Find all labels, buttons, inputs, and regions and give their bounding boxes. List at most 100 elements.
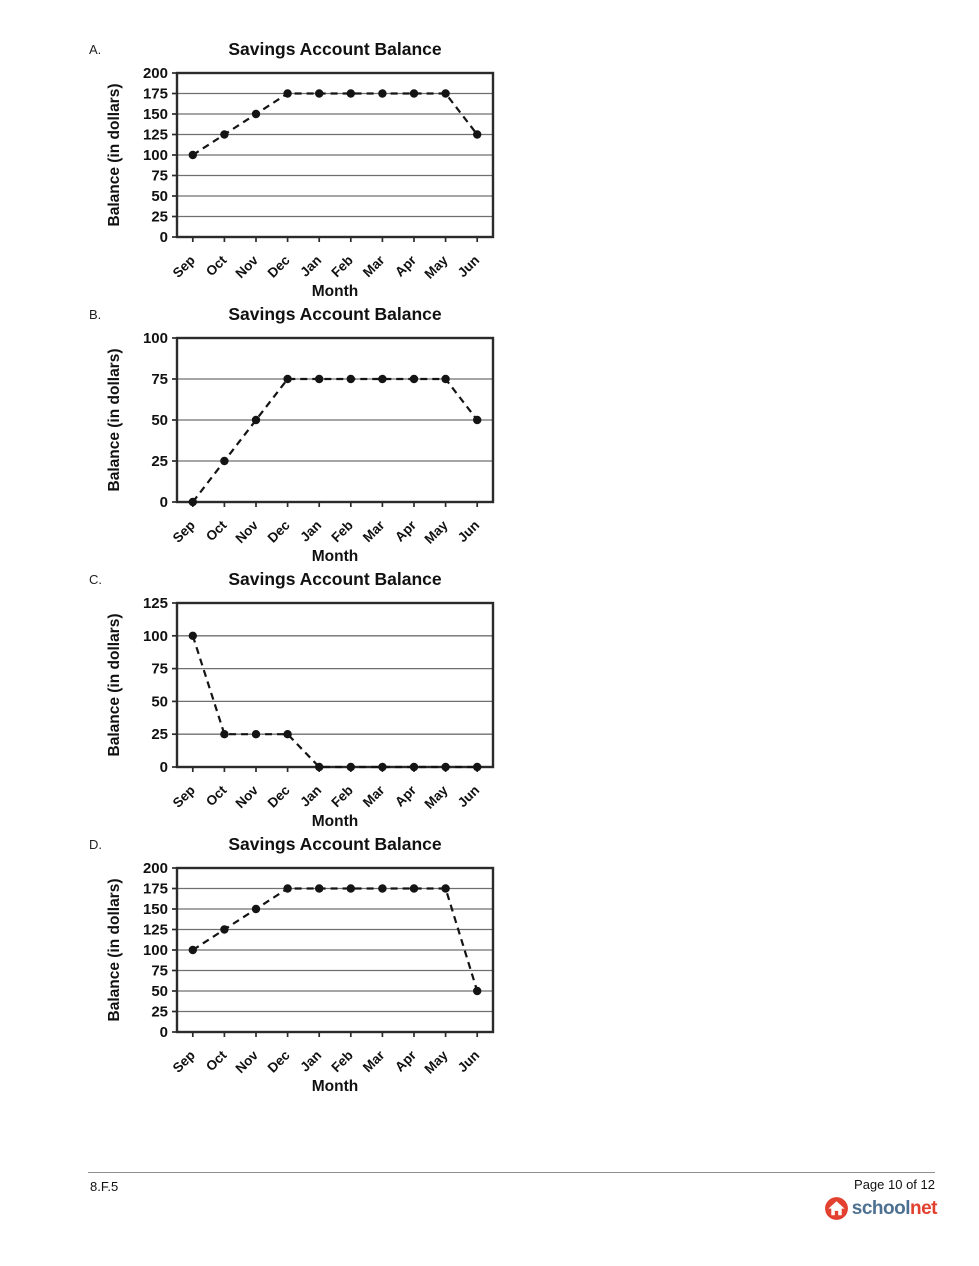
schoolnet-logo: schoolnet [824,1196,938,1221]
option-letter-d: D. [89,837,102,852]
x-tick-label: Oct [203,252,230,279]
y-tick-label: 175 [143,86,168,103]
data-point [441,884,450,893]
data-point [188,150,197,160]
chart-figure-d: Savings Account Balance Balance (in dolla… [106,834,495,1095]
y-tick-label: 50 [151,983,168,1000]
x-tick-label: Nov [232,1047,261,1076]
x-tick-label: May [422,1047,452,1077]
y-tick-label: 25 [151,209,168,226]
answer-option-d: D. Savings Account Balance Balance (in do… [0,833,979,1098]
x-tick-label: Oct [203,782,230,809]
data-point [473,130,482,139]
y-tick-label: 50 [151,412,168,429]
data-point [346,374,355,384]
y-tick-label: 0 [160,229,168,246]
x-tick-label: Jun [455,783,483,811]
x-axis-title: Month [312,548,358,565]
data-point [473,415,482,425]
data-point [283,884,292,893]
x-tick-label: Sep [170,518,198,546]
x-tick-label: Feb [328,253,356,281]
y-tick-label: 50 [151,188,168,205]
page-number: Page 10 of 12 [854,1177,935,1192]
data-point [346,89,355,98]
y-tick-label: 25 [151,1004,168,1021]
x-tick-label: Nov [232,252,261,281]
home-icon [824,1197,848,1220]
x-tick-label: Dec [265,782,293,810]
y-tick-label: 0 [160,494,168,511]
data-point [188,631,197,640]
plot-frame [175,866,495,1034]
data-point [283,374,292,384]
y-tick-label: 100 [143,330,168,347]
x-tick-label: Jan [297,783,324,810]
x-tick-label: Nov [232,782,261,811]
data-point [283,89,292,98]
option-letter-b: B. [89,307,102,322]
y-tick-label: 75 [151,371,168,388]
data-point [251,109,261,119]
data-point [378,884,387,893]
data-point [251,730,261,739]
data-point [441,762,450,772]
x-tick-label: Jan [297,253,324,280]
x-tick-label: Sep [170,1048,198,1076]
x-axis-title: Month [312,813,358,830]
plot-frame [175,601,495,769]
y-tick-label: 75 [151,168,168,185]
y-tick-label: 125 [143,595,168,612]
data-point [441,374,450,384]
data-point [473,762,482,772]
data-point [251,904,261,914]
x-tick-label: Feb [328,518,356,546]
x-tick-label: Feb [328,783,356,811]
x-tick-label: Oct [203,1047,230,1074]
chart-title: Savings Account Balance [228,569,442,589]
data-point [473,986,482,996]
data-point [315,89,324,98]
x-tick-label: Jan [297,1048,324,1075]
y-tick-label: 175 [143,881,168,898]
chart-title: Savings Account Balance [228,39,442,59]
y-tick-label: 100 [143,942,168,959]
x-tick-label: Dec [265,252,293,280]
chart-figure-b: Savings Account Balance Balance (in dolla… [106,304,495,565]
x-tick-label: May [422,517,452,547]
logo-text: schoolnet [851,1197,938,1220]
data-point [409,374,419,384]
x-tick-label: Jun [455,1048,483,1076]
y-tick-label: 100 [143,628,168,645]
data-point [409,762,419,772]
x-tick-label: Mar [360,517,388,545]
data-point [378,762,387,772]
chart-figure-c: Savings Account Balance Balance (in dolla… [106,569,495,830]
data-point [283,730,292,739]
x-tick-label: Jun [455,518,483,546]
y-axis-title: Balance (in dollars) [106,349,123,492]
y-tick-label: 125 [143,922,168,939]
data-point [409,884,419,893]
x-tick-label: Apr [392,1047,420,1075]
y-tick-label: 0 [160,759,168,776]
y-axis-title: Balance (in dollars) [106,614,123,757]
option-letter-c: C. [89,572,102,587]
data-point [220,730,229,739]
x-tick-label: Feb [328,1048,356,1076]
answer-option-b: B. Savings Account Balance Balance (in do… [0,303,979,568]
x-tick-label: Dec [265,1047,293,1075]
data-point [251,415,261,425]
standard-code: 8.F.5 [90,1179,119,1194]
x-tick-label: Jan [297,518,324,545]
x-tick-label: Sep [170,783,198,811]
x-tick-label: Mar [360,782,388,810]
data-line [192,887,479,992]
data-point [315,884,324,893]
y-tick-label: 150 [143,901,168,918]
x-tick-label: May [422,782,452,812]
data-point [441,89,450,98]
logo-school-text: school [851,1197,911,1219]
data-point [346,884,355,893]
chart-figure-a: Savings Account Balance Balance (in dolla… [106,39,495,300]
